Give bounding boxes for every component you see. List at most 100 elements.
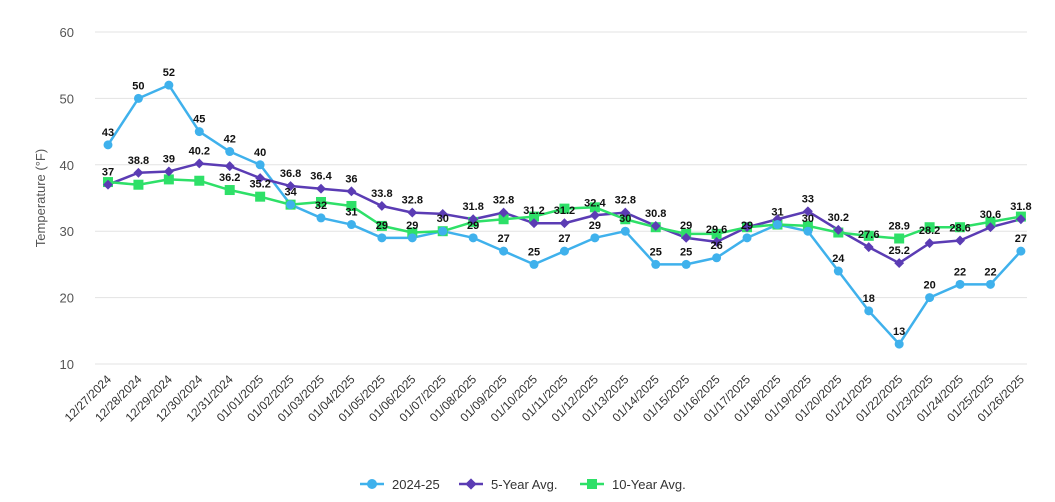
data-point-2024-25[interactable]	[407, 233, 417, 243]
data-label: 25	[680, 246, 692, 258]
data-point-5-year-avg[interactable]	[955, 235, 965, 246]
data-label: 31	[345, 207, 357, 219]
data-label: 31.8	[1010, 201, 1031, 213]
data-point-10-year-avg[interactable]	[985, 216, 996, 227]
data-point-2024-25[interactable]	[894, 339, 904, 349]
data-point-2024-25[interactable]	[225, 147, 235, 157]
data-point-5-year-avg[interactable]	[559, 218, 570, 229]
data-point-2024-25[interactable]	[772, 220, 782, 230]
data-point-5-year-avg[interactable]	[711, 236, 722, 247]
data-point-2024-25[interactable]	[985, 279, 995, 289]
data-label: 13	[893, 326, 905, 338]
data-point-10-year-avg[interactable]	[863, 230, 874, 241]
data-point-10-year-avg[interactable]	[133, 179, 144, 190]
data-point-2024-25[interactable]	[468, 233, 478, 243]
data-point-2024-25[interactable]	[438, 226, 448, 236]
data-point-10-year-avg[interactable]	[711, 228, 722, 239]
legend-item-5-year-avg[interactable]: 5-Year Avg.	[459, 477, 558, 492]
data-point-5-year-avg[interactable]	[802, 206, 813, 217]
data-label: 32.8	[615, 195, 636, 207]
data-point-2024-25[interactable]	[316, 213, 326, 223]
data-point-10-year-avg[interactable]	[407, 227, 418, 238]
data-label: 27.6	[858, 229, 879, 241]
data-point-5-year-avg[interactable]	[620, 207, 631, 218]
data-point-2024-25[interactable]	[925, 293, 935, 303]
data-point-2024-25[interactable]	[742, 233, 752, 243]
data-point-5-year-avg[interactable]	[133, 167, 144, 178]
data-point-2024-25[interactable]	[803, 226, 813, 236]
legend-item-2024-25[interactable]: 2024-25	[360, 477, 440, 492]
data-point-5-year-avg[interactable]	[346, 186, 357, 197]
data-label: 27	[1015, 233, 1027, 245]
data-point-10-year-avg[interactable]	[498, 214, 509, 225]
data-point-10-year-avg[interactable]	[620, 214, 631, 225]
data-point-2024-25[interactable]	[712, 253, 722, 263]
data-point-10-year-avg[interactable]	[376, 220, 387, 231]
data-point-5-year-avg[interactable]	[316, 183, 326, 194]
data-label: 22	[954, 266, 966, 278]
data-point-5-year-avg[interactable]	[376, 201, 387, 211]
data-point-5-year-avg[interactable]	[833, 224, 844, 235]
data-point-2024-25[interactable]	[590, 233, 600, 243]
data-point-5-year-avg[interactable]	[1015, 214, 1026, 225]
data-point-2024-25[interactable]	[499, 246, 509, 256]
data-point-5-year-avg[interactable]	[742, 222, 752, 233]
data-point-5-year-avg[interactable]	[650, 220, 661, 231]
data-point-2024-25[interactable]	[286, 200, 296, 210]
data-point-5-year-avg[interactable]	[589, 210, 600, 221]
data-point-2024-25[interactable]	[559, 246, 569, 256]
data-point-10-year-avg[interactable]	[346, 200, 357, 211]
data-point-5-year-avg[interactable]	[163, 166, 174, 177]
data-point-2024-25[interactable]	[194, 127, 204, 137]
data-point-5-year-avg[interactable]	[985, 222, 996, 233]
data-label: 29	[741, 220, 753, 232]
data-point-10-year-avg[interactable]	[894, 233, 905, 244]
data-point-5-year-avg[interactable]	[498, 207, 509, 218]
y-tick-label: 40	[60, 158, 74, 173]
data-label: 20	[923, 280, 935, 292]
data-point-5-year-avg[interactable]	[194, 158, 205, 169]
data-point-5-year-avg[interactable]	[681, 232, 692, 243]
data-point-5-year-avg[interactable]	[407, 207, 418, 218]
data-point-2024-25[interactable]	[955, 279, 965, 289]
data-point-5-year-avg[interactable]	[103, 179, 113, 190]
data-point-5-year-avg[interactable]	[437, 208, 448, 219]
data-point-10-year-avg[interactable]	[802, 220, 813, 231]
data-point-5-year-avg[interactable]	[224, 161, 235, 172]
data-point-5-year-avg[interactable]	[529, 218, 539, 229]
data-point-5-year-avg[interactable]	[924, 238, 935, 249]
data-point-2024-25[interactable]	[164, 80, 174, 90]
data-point-2024-25[interactable]	[255, 160, 265, 170]
data-point-10-year-avg[interactable]	[955, 222, 966, 233]
data-point-2024-25[interactable]	[133, 93, 143, 103]
data-point-10-year-avg[interactable]	[589, 202, 600, 213]
data-point-5-year-avg[interactable]	[468, 214, 479, 225]
data-point-2024-25[interactable]	[529, 259, 539, 269]
data-point-5-year-avg[interactable]	[863, 242, 874, 253]
y-tick-label: 30	[60, 224, 74, 239]
data-label: 45	[193, 114, 205, 126]
data-point-2024-25[interactable]	[833, 266, 843, 276]
data-point-10-year-avg[interactable]	[316, 196, 327, 207]
data-point-2024-25[interactable]	[864, 306, 874, 316]
data-point-5-year-avg[interactable]	[285, 181, 296, 191]
y-axis-label: Temperature (°F)	[33, 149, 48, 247]
data-point-2024-25[interactable]	[620, 226, 630, 236]
data-point-10-year-avg[interactable]	[559, 203, 570, 214]
data-point-2024-25[interactable]	[346, 220, 356, 230]
data-point-2024-25[interactable]	[681, 259, 691, 269]
data-label: 34	[284, 187, 297, 199]
data-point-10-year-avg[interactable]	[255, 191, 266, 202]
data-point-2024-25[interactable]	[651, 259, 661, 269]
data-point-10-year-avg[interactable]	[529, 211, 540, 222]
data-point-2024-25[interactable]	[103, 140, 113, 150]
data-point-10-year-avg[interactable]	[924, 222, 935, 233]
legend-item-10-year-avg[interactable]: 10-Year Avg.	[580, 477, 686, 492]
data-point-5-year-avg[interactable]	[255, 173, 266, 184]
data-point-10-year-avg[interactable]	[163, 174, 174, 185]
data-point-2024-25[interactable]	[377, 233, 387, 243]
data-point-5-year-avg[interactable]	[894, 258, 905, 269]
data-point-10-year-avg[interactable]	[194, 175, 205, 186]
data-point-10-year-avg[interactable]	[224, 185, 235, 196]
data-point-2024-25[interactable]	[1016, 246, 1026, 256]
